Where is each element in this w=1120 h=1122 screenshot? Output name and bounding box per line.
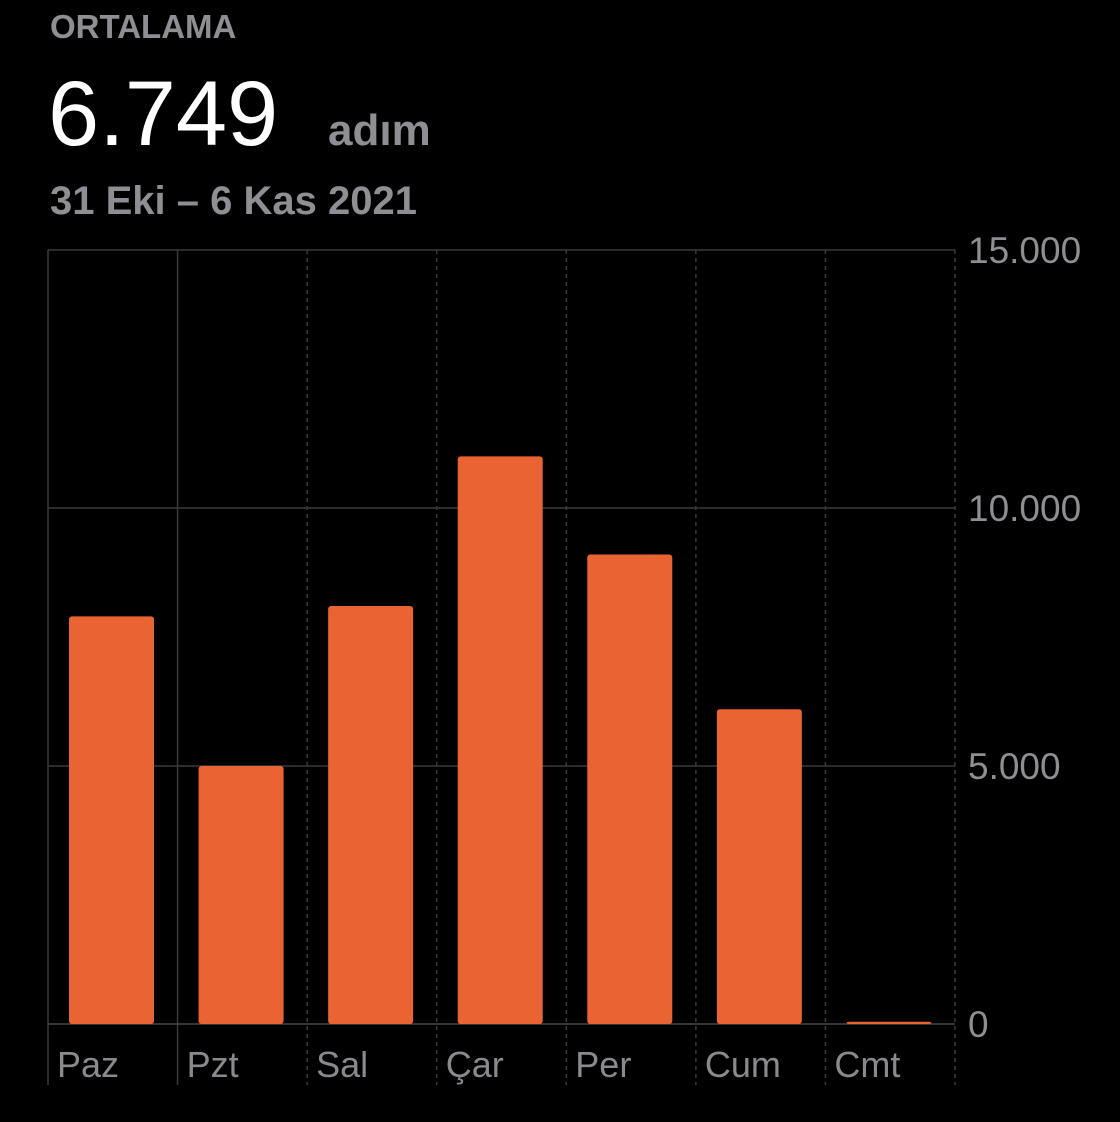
summary-label: ORTALAMA — [50, 8, 236, 45]
y-tick-label: 15.000 — [968, 230, 1081, 271]
y-tick-label: 10.000 — [968, 488, 1081, 529]
x-tick-label: Çar — [446, 1044, 504, 1085]
y-tick-label: 0 — [968, 1004, 989, 1045]
summary-value: 6.749 — [48, 63, 278, 165]
x-tick-label: Pzt — [187, 1044, 239, 1085]
bar — [457, 456, 543, 1024]
bar — [69, 616, 154, 1024]
bar — [587, 554, 673, 1024]
x-tick-label: Cum — [705, 1044, 781, 1085]
summary-unit: adım — [328, 106, 431, 155]
bar — [328, 606, 414, 1024]
x-tick-label: Sal — [316, 1044, 368, 1085]
x-tick-label: Per — [575, 1044, 631, 1085]
y-tick-label: 5.000 — [968, 746, 1061, 787]
date-range: 31 Eki – 6 Kas 2021 — [50, 179, 417, 223]
bar — [846, 1021, 932, 1024]
bar — [716, 709, 802, 1024]
x-tick-label: Paz — [57, 1044, 119, 1085]
x-tick-label: Cmt — [834, 1044, 900, 1085]
bar — [198, 766, 284, 1024]
